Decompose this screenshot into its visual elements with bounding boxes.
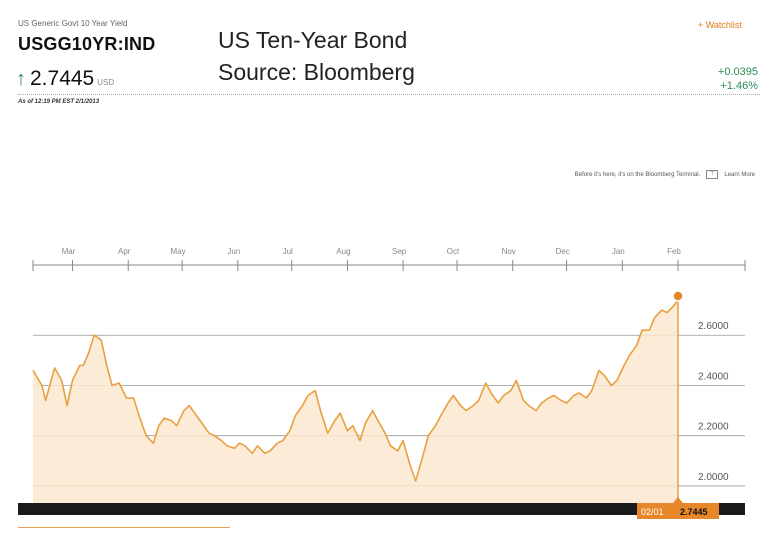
header-divider — [18, 94, 760, 95]
x-tick-label: Jan — [612, 247, 625, 256]
x-tick-label: May — [171, 247, 186, 256]
y-axis-labels: 2.6000 2.4000 2.2000 2.0000 — [698, 321, 729, 483]
up-arrow-icon: ↑ — [16, 68, 26, 90]
x-tick-label: Oct — [447, 247, 460, 256]
currency-label: USD — [97, 78, 115, 87]
time-scrubber-bar[interactable] — [18, 503, 745, 515]
x-tick-label: Aug — [336, 247, 350, 256]
x-tick-label: Dec — [555, 247, 569, 256]
last-value-tag: 02/01 2.7445 — [637, 497, 719, 519]
y-tick-label: 2.2000 — [698, 422, 729, 433]
x-tick-label: Mar — [62, 247, 76, 256]
tag-date: 02/01 — [641, 507, 664, 517]
tag-background — [637, 503, 719, 519]
overlay-title: US Ten-Year Bond — [218, 27, 408, 53]
x-tick-label: Apr — [118, 247, 131, 256]
last-value-marker — [672, 290, 684, 515]
y-tick-label: 2.0000 — [698, 472, 729, 483]
x-tick-label: Nov — [502, 247, 516, 256]
x-tick-label: Sep — [392, 247, 407, 256]
promo-text: Before it's here, it's on the Bloomberg … — [574, 171, 701, 178]
change-absolute: +0.0395 — [717, 66, 758, 78]
change-percent: +1.46% — [720, 80, 758, 92]
overlay-source: Source: Bloomberg — [218, 59, 415, 85]
x-tick-label: Jun — [227, 247, 240, 256]
y-tick-label: 2.6000 — [698, 321, 729, 332]
x-axis: Mar Apr May Jun Jul Aug Sep Oct Nov Dec Jan Feb — [32, 247, 746, 271]
x-tick-label: Feb — [667, 247, 681, 256]
watchlist-link[interactable]: + Watchlist — [698, 20, 742, 30]
footer-rule — [18, 527, 230, 528]
yield-area-fill — [33, 298, 678, 503]
tag-pointer — [673, 497, 683, 503]
terminal-icon: ⊤ — [706, 170, 719, 179]
terminal-promo: Before it's here, it's on the Bloomberg … — [470, 170, 755, 179]
x-tick-label: Jul — [283, 247, 293, 256]
y-tick-label: 2.4000 — [698, 371, 729, 382]
yield-series-line — [32, 298, 679, 482]
security-subtitle: US Generic Govt 10 Year Yield — [18, 19, 128, 28]
as-of-timestamp: As of 12:19 PM EST 2/1/2013 — [18, 99, 100, 105]
price-row: ↑ 2.7445 USD — [16, 67, 114, 91]
last-price: 2.7445 — [30, 67, 95, 90]
last-point-dot — [672, 290, 684, 302]
ticker-symbol: USGG10YR:IND — [18, 34, 156, 54]
tag-value: 2.7445 — [680, 507, 708, 517]
learn-more-link[interactable]: Learn More — [724, 171, 755, 178]
